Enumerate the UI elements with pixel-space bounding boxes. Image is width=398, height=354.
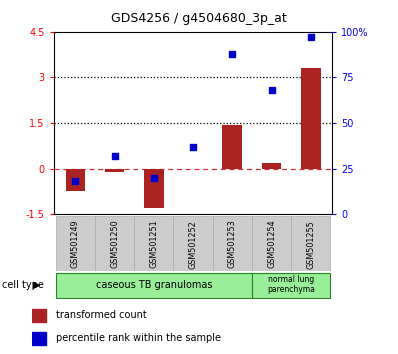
Point bbox=[268, 87, 275, 93]
Text: GSM501253: GSM501253 bbox=[228, 220, 237, 268]
Bar bbox=[262, 162, 281, 169]
Text: GSM501249: GSM501249 bbox=[71, 220, 80, 268]
Text: GSM501255: GSM501255 bbox=[306, 220, 315, 269]
Text: ▶: ▶ bbox=[33, 280, 41, 290]
Text: GSM501254: GSM501254 bbox=[267, 220, 276, 268]
Bar bbox=[56, 216, 95, 271]
Point bbox=[111, 153, 118, 159]
Text: GDS4256 / g4504680_3p_at: GDS4256 / g4504680_3p_at bbox=[111, 12, 287, 25]
Bar bbox=[66, 169, 85, 192]
Bar bbox=[301, 68, 320, 169]
Text: GSM501252: GSM501252 bbox=[189, 220, 197, 269]
Bar bbox=[222, 125, 242, 169]
Bar bbox=[291, 216, 330, 271]
Text: percentile rank within the sample: percentile rank within the sample bbox=[57, 333, 221, 343]
Bar bbox=[174, 216, 213, 271]
Text: cell type: cell type bbox=[2, 280, 44, 290]
Text: normal lung
parenchyma: normal lung parenchyma bbox=[267, 275, 315, 295]
Bar bbox=[95, 216, 134, 271]
Point bbox=[308, 34, 314, 40]
Text: GSM501251: GSM501251 bbox=[149, 220, 158, 268]
Bar bbox=[252, 216, 291, 271]
Bar bbox=[144, 169, 164, 208]
Bar bbox=[32, 332, 46, 345]
Point bbox=[190, 144, 196, 149]
Bar bbox=[252, 273, 330, 298]
Bar bbox=[105, 169, 124, 172]
Text: caseous TB granulomas: caseous TB granulomas bbox=[96, 280, 212, 290]
Bar bbox=[32, 309, 46, 322]
Bar bbox=[56, 273, 252, 298]
Bar bbox=[213, 216, 252, 271]
Point bbox=[72, 178, 78, 184]
Text: GSM501250: GSM501250 bbox=[110, 220, 119, 268]
Text: transformed count: transformed count bbox=[57, 310, 147, 320]
Bar bbox=[134, 216, 174, 271]
Point bbox=[229, 51, 236, 57]
Point bbox=[150, 175, 157, 181]
